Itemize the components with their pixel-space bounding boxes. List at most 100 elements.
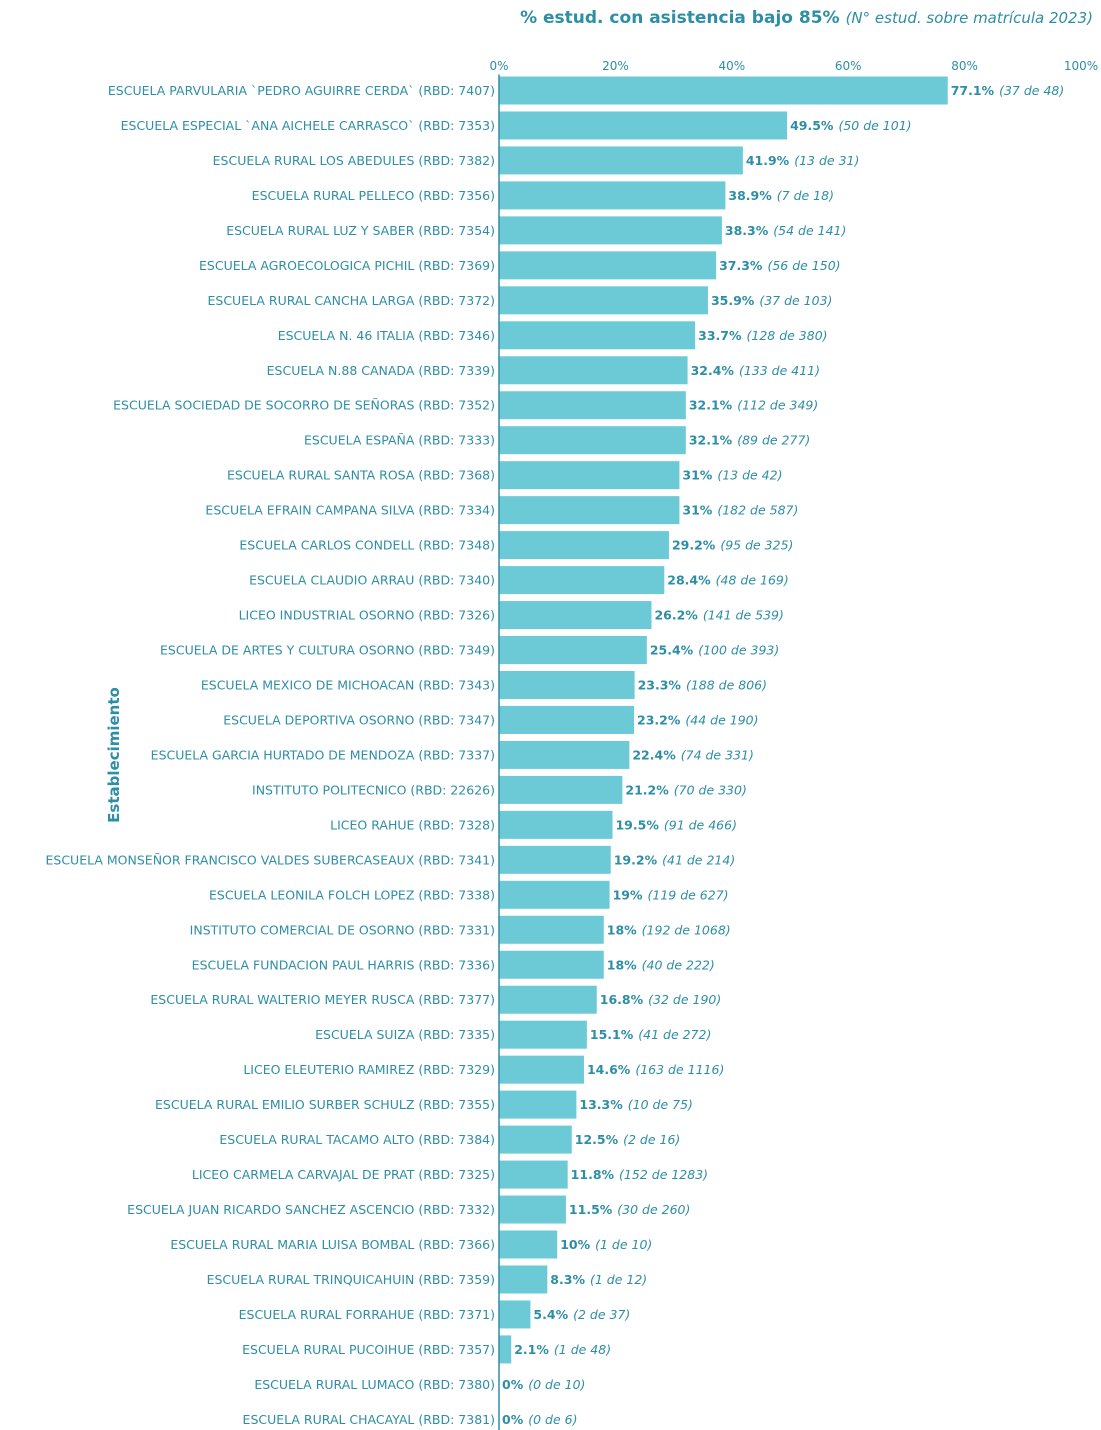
- data-label-percent: 14.6%: [587, 1062, 631, 1077]
- category-label: ESCUELA PARVULARIA `PEDRO AGUIRRE CERDA`…: [108, 83, 495, 98]
- data-label-percent: 0%: [502, 1377, 524, 1392]
- data-label-count: (91 de 466): [664, 817, 737, 832]
- bar: [499, 1265, 548, 1294]
- bar: [499, 775, 623, 804]
- y-axis-label: Establecimiento: [105, 687, 123, 823]
- data-label-count: (10 de 75): [628, 1097, 693, 1112]
- data-label-count: (74 de 331): [681, 747, 754, 762]
- data-label: 19% (119 de 627): [613, 887, 729, 902]
- category-label: ESCUELA RURAL LUMACO (RBD: 7380): [254, 1377, 495, 1392]
- category-label: ESCUELA JUAN RICARDO SANCHEZ ASCENCIO (R…: [127, 1202, 495, 1217]
- data-label-percent: 19%: [613, 887, 643, 902]
- bar: [499, 740, 630, 769]
- data-label-count: (13 de 31): [794, 153, 859, 168]
- data-label: 38.9% (7 de 18): [728, 188, 834, 203]
- bar: [499, 356, 688, 385]
- data-label-percent: 11.8%: [571, 1167, 615, 1182]
- category-label: ESCUELA N. 46 ITALIA (RBD: 7346): [278, 328, 495, 343]
- category-label: ESCUELA RURAL LUZ Y SABER (RBD: 7354): [226, 223, 495, 238]
- data-label-percent: 31%: [682, 503, 712, 518]
- data-label-count: (41 de 214): [662, 852, 735, 867]
- category-label: ESCUELA RURAL WALTERIO MEYER RUSCA (RBD:…: [150, 992, 495, 1007]
- data-label: 29.2% (95 de 325): [672, 538, 793, 553]
- data-label-percent: 13.3%: [579, 1097, 623, 1112]
- bar: [499, 1020, 587, 1049]
- category-label: ESCUELA MEXICO DE MICHOACAN (RBD: 7343): [201, 677, 495, 692]
- data-label-percent: 32.1%: [689, 398, 733, 413]
- data-label-percent: 22.4%: [632, 747, 676, 762]
- data-label-count: (7 de 18): [777, 188, 834, 203]
- data-label-percent: 23.3%: [638, 677, 682, 692]
- data-label-percent: 31%: [682, 468, 712, 483]
- category-label: LICEO INDUSTRIAL OSORNO (RBD: 7326): [239, 608, 495, 623]
- data-label: 19.2% (41 de 214): [614, 852, 735, 867]
- data-label-count: (41 de 272): [638, 1027, 711, 1042]
- data-label: 77.1% (37 de 48): [951, 83, 1065, 98]
- category-label: ESCUELA SUIZA (RBD: 7335): [315, 1027, 495, 1042]
- data-label-count: (192 de 1068): [642, 922, 731, 937]
- bar: [499, 1055, 584, 1084]
- data-label: 21.2% (70 de 330): [625, 782, 746, 797]
- bar: [499, 391, 686, 420]
- data-label-count: (1 de 12): [590, 1272, 647, 1287]
- bar: [499, 670, 635, 699]
- bar: [499, 251, 717, 280]
- bar: [499, 496, 680, 525]
- bar: [499, 601, 652, 630]
- data-label-count: (32 de 190): [648, 992, 721, 1007]
- bar: [499, 216, 722, 245]
- data-label-count: (50 de 101): [838, 118, 911, 133]
- data-label-count: (133 de 411): [739, 363, 820, 378]
- x-tick-label: 80%: [951, 59, 978, 73]
- chart-title: % estud. con asistencia bajo 85% (N° estu…: [520, 8, 1093, 28]
- chart-title-main: % estud. con asistencia bajo 85%: [520, 8, 840, 28]
- bar: [499, 1125, 572, 1154]
- data-label-count: (2 de 16): [623, 1132, 680, 1147]
- data-label-percent: 28.4%: [667, 573, 711, 588]
- data-label-count: (112 de 349): [737, 398, 818, 413]
- bar: [499, 1160, 568, 1189]
- data-label-count: (188 de 806): [686, 677, 767, 692]
- bar: [499, 181, 726, 210]
- data-label-count: (95 de 325): [720, 538, 793, 553]
- bar: [499, 950, 604, 979]
- category-label: LICEO RAHUE (RBD: 7328): [330, 817, 495, 832]
- bar: [499, 636, 647, 665]
- category-label: ESCUELA RURAL FORRAHUE (RBD: 7371): [239, 1307, 495, 1322]
- category-label: ESCUELA RURAL LOS ABEDULES (RBD: 7382): [213, 153, 495, 168]
- data-label: 14.6% (163 de 1116): [587, 1062, 724, 1077]
- data-label: 0% (0 de 10): [502, 1377, 585, 1392]
- data-label: 35.9% (37 de 103): [711, 293, 832, 308]
- data-label-percent: 19.2%: [614, 852, 658, 867]
- data-label: 32.1% (89 de 277): [689, 433, 810, 448]
- category-label: ESCUELA DE ARTES Y CULTURA OSORNO (RBD: …: [160, 643, 495, 658]
- data-label: 8.3% (1 de 12): [550, 1272, 647, 1287]
- data-label-count: (89 de 277): [737, 433, 810, 448]
- data-label-percent: 0%: [502, 1412, 524, 1427]
- data-label-percent: 5.4%: [533, 1307, 568, 1322]
- category-label: ESCUELA RURAL TRINQUICAHUIN (RBD: 7359): [207, 1272, 495, 1287]
- category-label: ESCUELA DEPORTIVA OSORNO (RBD: 7347): [223, 712, 495, 727]
- data-label: 49.5% (50 de 101): [790, 118, 911, 133]
- data-label-count: (30 de 260): [617, 1202, 690, 1217]
- x-tick-label: 20%: [602, 59, 629, 73]
- data-label-percent: 32.1%: [689, 433, 733, 448]
- data-label-percent: 18%: [607, 957, 637, 972]
- category-label: INSTITUTO COMERCIAL DE OSORNO (RBD: 7331…: [190, 922, 495, 937]
- x-tick-label: 40%: [718, 59, 745, 73]
- category-label: ESCUELA RURAL TACAMO ALTO (RBD: 7384): [219, 1132, 495, 1147]
- category-label: ESCUELA FUNDACION PAUL HARRIS (RBD: 7336…: [192, 957, 495, 972]
- data-label: 33.7% (128 de 380): [698, 328, 827, 343]
- data-label: 37.3% (56 de 150): [719, 258, 840, 273]
- data-label: 11.5% (30 de 260): [569, 1202, 690, 1217]
- data-label: 23.2% (44 de 190): [637, 712, 758, 727]
- category-label: ESCUELA N.88 CANADA (RBD: 7339): [267, 363, 495, 378]
- category-label: ESCUELA RURAL EMILIO SURBER SCHULZ (RBD:…: [155, 1097, 495, 1112]
- data-label-count: (2 de 37): [573, 1307, 630, 1322]
- category-label: ESCUELA SOCIEDAD DE SOCORRO DE SEÑORAS (…: [113, 398, 495, 413]
- data-label-count: (37 de 48): [999, 83, 1064, 98]
- data-label-percent: 29.2%: [672, 538, 716, 553]
- data-label: 22.4% (74 de 331): [632, 747, 753, 762]
- data-label-count: (40 de 222): [642, 957, 715, 972]
